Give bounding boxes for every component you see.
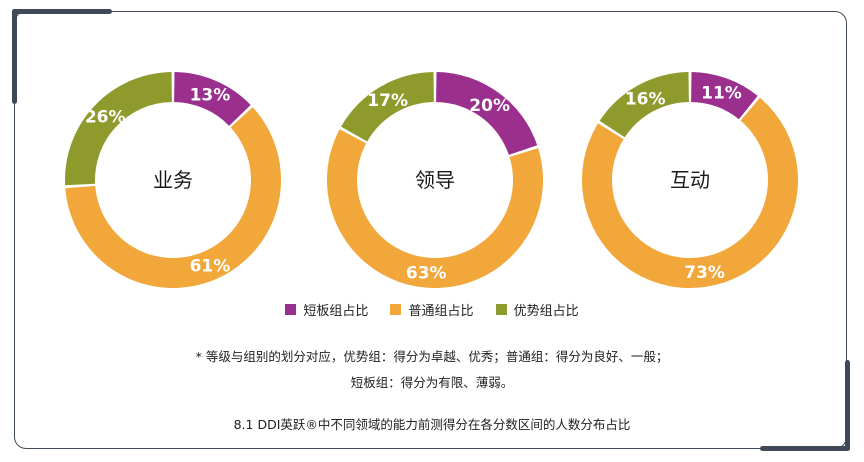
legend-item-advantage: 优势组占比 bbox=[495, 300, 579, 319]
donut-1-label-normal: 61% bbox=[190, 256, 231, 276]
donut-2-center-label: 领导 bbox=[415, 168, 455, 192]
note-line-2: 短板组：得分为有限、薄弱。 bbox=[350, 375, 514, 390]
legend-swatch-normal bbox=[390, 304, 402, 315]
donut-3-segment-normal bbox=[581, 97, 798, 289]
donut-1-label-short-board: 13% bbox=[190, 86, 231, 106]
donut-2-label-normal: 63% bbox=[406, 264, 447, 284]
legend-swatch-short-board bbox=[285, 304, 297, 315]
legend-label-short-board: 短板组占比 bbox=[303, 304, 369, 319]
donut-2-label-short-board: 20% bbox=[469, 96, 510, 116]
donut-3-segment-advantage bbox=[599, 72, 689, 138]
donut-1-label-advantage: 26% bbox=[85, 107, 126, 127]
card-frame bbox=[14, 11, 847, 449]
legend-label-normal: 普通组占比 bbox=[408, 304, 474, 319]
donut-3-center-label: 互动 bbox=[670, 168, 710, 192]
donut-charts: 13% 61% 26% 业务 20% 63% 17% 领导 11% 73% 16% 互动 bbox=[65, 72, 798, 289]
legend-item-normal: 普通组占比 bbox=[390, 300, 474, 319]
figure-caption: 8.1 DDI英跃®中不同领域的能力前测得分在各分数区间的人数分布占比 bbox=[233, 417, 631, 432]
bottom-right-corner-accent-vertical bbox=[845, 360, 850, 451]
note-line-1: * 等级与组别的划分对应，优势组：得分为卓越、优秀；普通组：得分为良好、一般； bbox=[195, 349, 669, 364]
donut-1-segment-normal bbox=[65, 107, 281, 289]
donut-1-segment-advantage bbox=[65, 72, 172, 186]
legend-label-advantage: 优势组占比 bbox=[513, 304, 579, 319]
donut-2-label-advantage: 17% bbox=[367, 91, 408, 111]
donut-3-label-normal: 73% bbox=[684, 263, 725, 283]
top-left-corner-accent-horizontal bbox=[12, 9, 112, 14]
legend: 短板组占比 普通组占比 优势组占比 bbox=[0, 300, 864, 319]
donut-3-label-short-board: 11% bbox=[701, 83, 742, 103]
donut-2-segment-short-board bbox=[436, 72, 538, 155]
donut-1-center-label: 业务 bbox=[153, 168, 193, 192]
donut-2-segment-advantage bbox=[341, 72, 434, 142]
donut-3-label-advantage: 16% bbox=[625, 90, 666, 110]
bottom-right-corner-accent-horizontal bbox=[760, 446, 850, 451]
donut-3-segment-short-board bbox=[691, 72, 758, 120]
donut-1-segment-short-board bbox=[174, 72, 251, 126]
legend-swatch-advantage bbox=[495, 304, 507, 315]
legend-item-short-board: 短板组占比 bbox=[285, 300, 368, 319]
top-left-corner-accent-vertical bbox=[12, 9, 17, 104]
donut-2-segment-normal bbox=[327, 129, 544, 289]
